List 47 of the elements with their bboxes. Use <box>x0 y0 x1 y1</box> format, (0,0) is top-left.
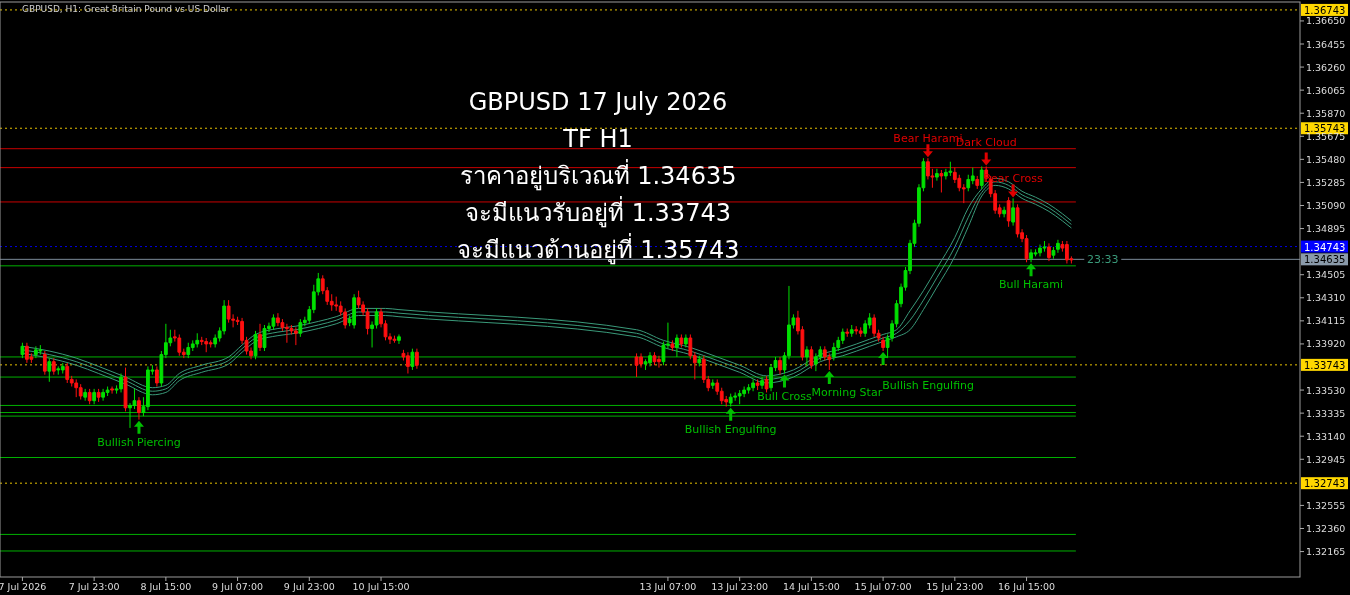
y-tick-label: 1.33335 <box>1306 407 1346 419</box>
y-tick-label: 1.34505 <box>1306 269 1346 281</box>
y-tick-label: 1.35870 <box>1306 107 1346 119</box>
text: GBPUSD 17 July 2026 <box>468 88 728 116</box>
y-tick-label: 1.33530 <box>1306 384 1346 396</box>
annotation: Bullish Engulfing <box>684 422 777 436</box>
x-tick-label: 13 Jul 23:00 <box>711 581 769 592</box>
x-tick-label: 7 Jul 2026 <box>0 581 47 592</box>
y-tick-label: 1.34115 <box>1306 315 1346 327</box>
y-tick-label: 1.36455 <box>1306 38 1346 50</box>
annotation: GBPUSD, H1: Great Britain Pound vs US Dollar <box>22 4 230 14</box>
ref-line-label: 1.34635 <box>1304 254 1346 266</box>
y-tick-label: 1.36260 <box>1306 61 1346 73</box>
ref-line-label: 1.33743 <box>1304 359 1346 371</box>
text: TF H1 ราคาอยู่บริเวณที่ 1.34635 จะมีแนวรับอยู่ที่ 1.33743 จะมีแนวต้านอยู่ที่ 1.35743 <box>456 125 740 265</box>
x-tick-label: 9 Jul 07:00 <box>212 581 264 592</box>
y-tick-label: 1.34895 <box>1306 223 1346 235</box>
x-tick-label: 10 Jul 15:00 <box>352 581 410 592</box>
x-tick-label: 13 Jul 07:00 <box>639 581 697 592</box>
x-tick-label: 15 Jul 23:00 <box>926 581 984 592</box>
y-tick-label: 1.33140 <box>1306 430 1346 442</box>
y-tick-label: 1.32555 <box>1306 499 1346 511</box>
x-tick-label: 9 Jul 23:00 <box>283 581 335 592</box>
y-tick-label: 1.32360 <box>1306 522 1346 534</box>
x-tick-label: 8 Jul 15:00 <box>140 581 192 592</box>
y-tick-label: 1.32165 <box>1306 546 1346 558</box>
y-tick-label: 1.36065 <box>1306 84 1346 96</box>
annotation: 23:33 <box>1086 253 1119 267</box>
y-tick-label: 1.36650 <box>1306 15 1346 27</box>
x-tick-label: 14 Jul 15:00 <box>782 581 840 592</box>
ref-line-label: 1.34743 <box>1304 241 1346 253</box>
annotation: Bullish Engulfing <box>882 379 975 393</box>
y-tick-label: 1.34310 <box>1306 292 1346 304</box>
annotation: Bull Cross <box>757 389 812 403</box>
y-tick-label: 1.35285 <box>1306 176 1346 188</box>
annotation: Morning Star <box>811 385 883 399</box>
annotation: Bull Harami <box>998 278 1064 292</box>
ref-line-label: 1.32743 <box>1304 478 1346 490</box>
y-tick-label: 1.33920 <box>1306 338 1346 350</box>
y-tick-label: 1.32945 <box>1306 453 1346 465</box>
annotation: Bullish Piercing <box>97 435 181 449</box>
x-tick-label: 16 Jul 15:00 <box>998 581 1056 592</box>
ref-line-label: 1.36743 <box>1304 4 1346 16</box>
y-tick-label: 1.35480 <box>1306 153 1346 165</box>
y-tick-label: 1.35090 <box>1306 200 1346 211</box>
x-tick-label: 7 Jul 23:00 <box>68 581 120 592</box>
x-tick-label: 15 Jul 07:00 <box>854 581 912 592</box>
